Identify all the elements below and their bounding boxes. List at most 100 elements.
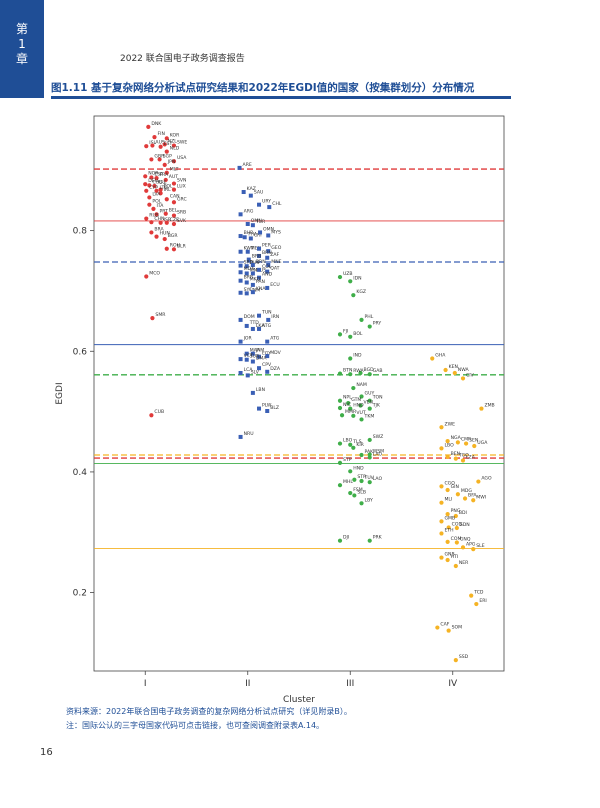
data-label-blr: BLR	[177, 243, 187, 249]
data-point-lca	[238, 370, 243, 375]
data-label-jpn: JPN	[167, 159, 176, 165]
data-label-zmb: ZMB	[484, 403, 494, 409]
data-label-mco: MCO	[149, 270, 160, 276]
data-point-omn	[245, 221, 250, 226]
data-label-apg: APG	[466, 541, 476, 547]
data-label-kor: KOR	[170, 132, 180, 138]
data-point-mex	[245, 249, 250, 254]
data-label-caf: CAF	[440, 622, 449, 628]
y-axis-title: EGDI	[55, 382, 65, 404]
data-label-cod: COD	[452, 521, 463, 527]
data-label-bfa: BFA	[468, 492, 477, 498]
data-point-mco	[144, 274, 149, 279]
data-label-guy: GUY	[365, 391, 375, 397]
data-point-prt	[154, 212, 159, 217]
data-label-sen: SEN	[469, 438, 478, 444]
data-point-jam	[250, 351, 255, 356]
data-label-lza: LZA	[466, 454, 476, 460]
data-label-est: EST	[164, 141, 173, 147]
y-tick-label: 0.4	[73, 468, 88, 478]
data-label-fra: FRA	[160, 172, 170, 178]
y-tick-label: 0.8	[73, 227, 88, 237]
data-label-tjk: TJK	[372, 403, 381, 409]
data-point-ecu	[265, 285, 270, 290]
x-tick-label: III	[346, 679, 354, 689]
data-point-pak	[359, 452, 364, 458]
data-point-esp	[149, 175, 154, 180]
data-label-mdv: MDV	[270, 350, 281, 356]
data-label-per: PER	[262, 243, 272, 249]
data-point-swe	[171, 143, 177, 148]
data-point-lby	[359, 501, 364, 506]
data-point-lbo	[439, 446, 444, 451]
data-label-nam: NAM	[356, 382, 367, 388]
data-label-nic: NIC	[343, 402, 351, 408]
data-point-are	[237, 165, 242, 170]
data-label-cri: CRI	[254, 232, 262, 238]
data-label-bgr: BGR	[168, 233, 179, 239]
data-point-phl	[359, 317, 364, 323]
data-label-lka: LKA	[256, 323, 265, 329]
data-point-pol	[158, 187, 163, 192]
data-point-vut	[351, 413, 356, 418]
data-label-lao: LAO	[373, 476, 383, 482]
data-point-rwa	[348, 372, 353, 377]
data-label-rus: RUS	[149, 213, 159, 219]
data-label-aus: AUS	[155, 140, 165, 146]
data-point-mlt	[164, 170, 169, 175]
data-label-dom: DOM	[244, 314, 255, 320]
data-label-arg: ARG	[244, 208, 254, 214]
data-point-chn	[149, 220, 154, 225]
data-point-ken	[443, 367, 448, 373]
data-point-lbn	[250, 390, 255, 395]
data-point-atg	[265, 339, 270, 344]
data-point-zaf	[265, 255, 270, 260]
data-label-tha: THA	[247, 231, 258, 237]
data-label-sgp: SGP	[163, 153, 172, 159]
data-point-hun	[154, 234, 159, 239]
data-point-dom	[238, 317, 243, 322]
data-label-gtm: GTM	[351, 397, 361, 403]
data-label-npl: NPL	[343, 395, 352, 401]
data-point-and	[257, 275, 262, 280]
page-number: 16	[40, 747, 53, 758]
data-point-tjk	[367, 406, 372, 411]
data-label-ecu: ECU	[270, 282, 279, 288]
data-point-gab	[367, 372, 372, 377]
data-point-ner	[453, 563, 458, 569]
data-point-jpn	[162, 162, 167, 167]
x-tick-label: I	[144, 679, 147, 689]
data-point-tur	[250, 223, 255, 228]
data-point-bdi	[453, 513, 458, 519]
data-label-cze: CZE	[170, 217, 179, 223]
data-label-mlt: MLT	[170, 167, 179, 173]
data-point-sen	[463, 441, 469, 446]
data-point-srb	[171, 213, 177, 218]
data-label-ven: VEN	[364, 400, 373, 406]
data-label-pan: PAN	[256, 279, 265, 285]
data-label-bel: BEL	[169, 208, 178, 214]
data-label-brn: BRN	[256, 259, 266, 265]
data-point-bgd	[358, 370, 363, 376]
data-point-can	[164, 197, 169, 202]
data-point-gmb	[439, 519, 444, 524]
data-label-mne: MNE	[271, 259, 281, 265]
data-point-tun	[257, 313, 262, 318]
data-label-ttd: TTD	[249, 320, 260, 326]
data-point-brn	[257, 253, 262, 258]
data-label-lby: LBY	[365, 497, 373, 503]
data-point-str	[352, 477, 357, 482]
data-label-tkm: TKM	[364, 413, 375, 419]
data-point-lka	[250, 326, 255, 331]
data-point-kna	[250, 290, 255, 295]
data-label-bra: BRA	[154, 226, 164, 232]
data-label-atg: ATG	[262, 323, 272, 329]
data-label-prk: PRK	[373, 535, 383, 541]
data-label-mwi: MWI	[476, 494, 486, 500]
data-point-gin	[445, 487, 450, 493]
data-label-irl: IRL	[164, 187, 172, 193]
data-point-tgo	[453, 456, 458, 461]
data-label-hti: HTI	[451, 554, 459, 560]
data-label-mex: MEX	[251, 246, 261, 252]
